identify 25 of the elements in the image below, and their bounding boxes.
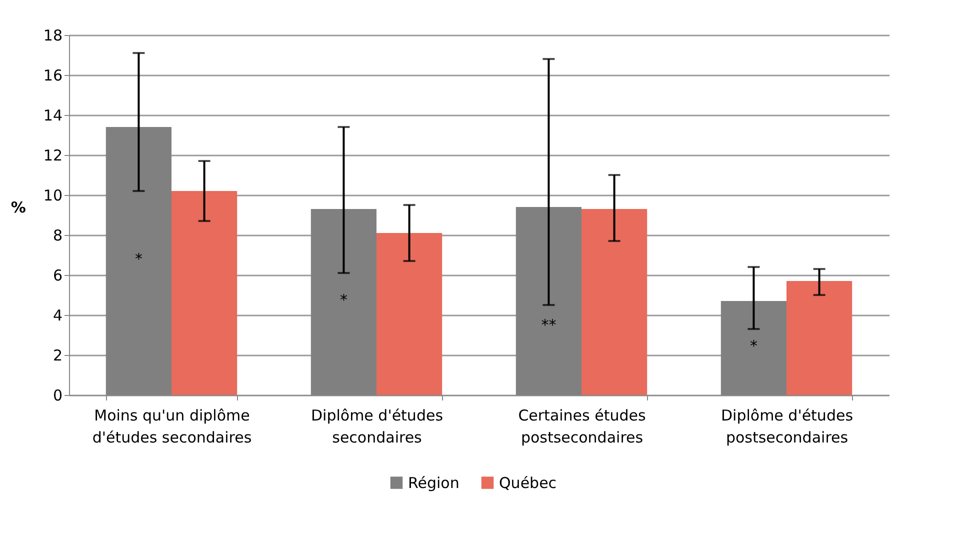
- bar: [172, 191, 238, 395]
- y-tick-label: 2: [52, 346, 62, 364]
- y-tick-label: 18: [43, 26, 62, 44]
- y-tick-label: 6: [52, 266, 62, 284]
- legend-label: Québec: [499, 474, 557, 492]
- y-tick-label: 12: [43, 146, 62, 164]
- y-tick-label: 10: [43, 186, 62, 204]
- annotation: **: [541, 316, 557, 334]
- y-tick-label: 8: [52, 226, 62, 244]
- bar: [582, 209, 648, 395]
- annotation: *: [340, 291, 348, 309]
- y-tick-label: 16: [43, 66, 62, 84]
- annotation: *: [750, 337, 758, 355]
- x-tick-label: Diplôme d'études secondaires: [310, 406, 444, 446]
- y-axis-title: %: [10, 198, 26, 216]
- legend-label: Région: [408, 474, 460, 492]
- bar: [786, 281, 852, 395]
- bar: [376, 233, 442, 395]
- y-tick-label: 14: [43, 106, 62, 124]
- x-tick-label: Moins qu'un diplôme d'études secondaires: [92, 406, 252, 446]
- x-tick-label: Certaines études postsecondaires: [518, 406, 646, 446]
- annotation: *: [134, 250, 143, 268]
- y-tick-label: 0: [52, 386, 62, 404]
- x-tick-label: Diplôme d'études postsecondaires: [720, 406, 854, 446]
- y-tick-label: 4: [52, 306, 62, 324]
